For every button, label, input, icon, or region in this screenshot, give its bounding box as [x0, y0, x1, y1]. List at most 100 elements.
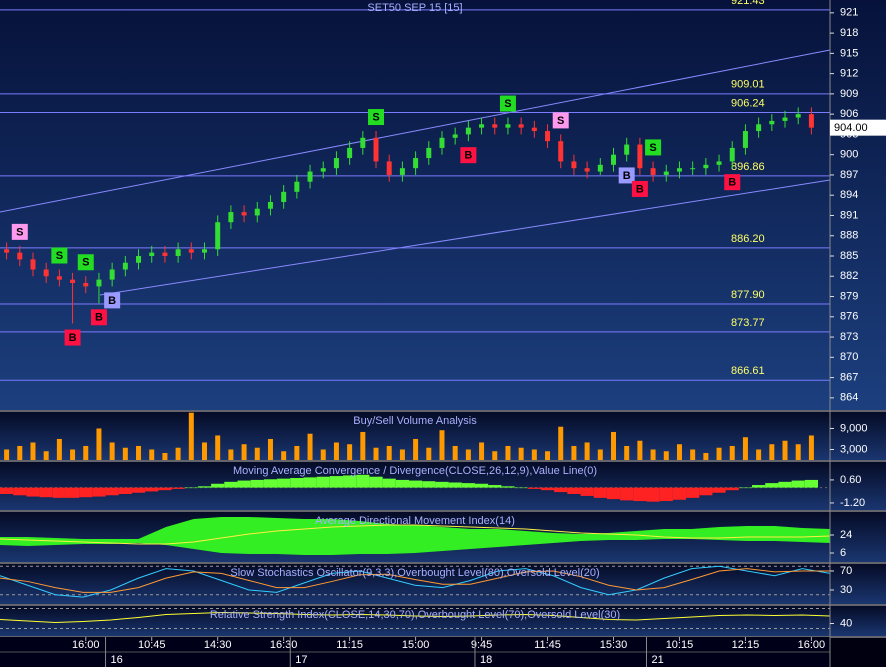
indicator-line: [0, 565, 831, 598]
macd-bar: [461, 483, 475, 488]
x-tick-label: 11:45: [534, 639, 561, 651]
volume-bar: [254, 447, 260, 460]
chart-title: SET50 SEP 15 [15]: [367, 2, 462, 14]
volume-bar: [518, 447, 524, 460]
volume-bar: [624, 445, 630, 460]
level-label: 877.90: [731, 289, 765, 301]
candle-body: [241, 212, 247, 216]
candle-body: [30, 259, 36, 270]
y-tick-label: 40: [840, 617, 852, 629]
y-tick-label: 921: [840, 7, 858, 19]
volume-bar: [109, 442, 115, 460]
volume-bar: [505, 445, 511, 460]
candle-body: [452, 134, 458, 138]
macd-bar: [778, 481, 792, 488]
macd-bar: [13, 487, 27, 496]
candle-body: [690, 168, 696, 170]
volume-bar: [162, 452, 168, 460]
signal-label: B: [636, 183, 644, 195]
y-tick-label: 3,000: [840, 443, 868, 455]
macd-bar: [765, 483, 779, 488]
signal-marker: [460, 147, 477, 164]
volume-bar: [175, 447, 181, 460]
volume-bar: [373, 447, 379, 460]
volume-bar: [188, 412, 194, 460]
candle-body: [347, 147, 353, 159]
candle-body: [703, 164, 709, 169]
macd-bar: [752, 485, 766, 488]
volume-bar: [769, 444, 775, 460]
macd-bar: [224, 481, 238, 488]
candle-body: [333, 158, 339, 169]
y-tick-label: -1.20: [840, 497, 865, 509]
macd-bar: [145, 487, 159, 492]
volume-bar: [307, 433, 313, 460]
volume-bar: [571, 445, 577, 460]
panel-title: Relative Strength Index(CLOSE,14,30,70),…: [210, 609, 620, 621]
y-tick-label: 906: [840, 108, 858, 120]
signal-marker: [645, 139, 662, 156]
candle-body: [254, 208, 260, 216]
volume-bar: [782, 440, 788, 460]
y-tick-label: 897: [840, 169, 858, 181]
macd-bar: [184, 487, 198, 489]
volume-bar: [637, 440, 643, 460]
y-tick-label: 867: [840, 371, 858, 383]
axes: 9219189159129099069039008978948918888858…: [72, 2, 886, 667]
y-tick-label: 24: [840, 529, 852, 541]
signal-marker: [64, 329, 81, 346]
macd-bar: [699, 487, 713, 496]
signal-label: S: [82, 257, 89, 269]
volume-bar: [452, 445, 458, 460]
macd-bar: [738, 487, 753, 489]
macd-bar: [105, 487, 119, 496]
volume-bar: [703, 452, 709, 460]
candle-body: [782, 117, 788, 121]
candle-body: [294, 181, 300, 192]
signal-label: B: [95, 312, 103, 324]
candle-body: [597, 164, 603, 172]
signal-marker: [77, 254, 94, 271]
macd-bar: [686, 487, 700, 498]
volume-bar: [558, 426, 564, 460]
signal-marker: [51, 247, 68, 264]
candle-body: [808, 114, 814, 128]
last-price-tag: [830, 119, 886, 136]
candle-body: [386, 161, 392, 175]
macd-bar: [672, 487, 687, 500]
macd-bar: [409, 480, 423, 488]
volume-bar: [426, 447, 432, 460]
candle-body: [267, 201, 273, 209]
macd-bar: [791, 480, 805, 488]
macd-bar: [303, 477, 317, 488]
signal-marker: [90, 309, 107, 326]
volume-bar: [611, 431, 616, 460]
volume-bar: [70, 449, 76, 460]
volume-bar: [241, 444, 247, 460]
candle-body: [795, 114, 801, 118]
volume-bar: [122, 447, 128, 460]
candle-body: [756, 124, 762, 132]
candle-body: [479, 124, 485, 128]
panel-title: Moving Average Convergence / Divergence(…: [233, 465, 597, 477]
signal-marker: [618, 167, 635, 184]
candle-body: [611, 154, 616, 165]
panel-background: [0, 606, 886, 636]
y-tick-label: 900: [840, 149, 858, 161]
macd-bar: [620, 487, 634, 501]
signal-label: B: [464, 150, 472, 162]
volume-bar: [676, 444, 682, 460]
candle-body: [505, 124, 511, 128]
volume-bar: [531, 449, 537, 460]
signal-label: B: [69, 332, 77, 344]
adx-line: [0, 524, 831, 545]
volume-bar: [479, 442, 485, 460]
volume-bar: [202, 442, 207, 460]
x-tick-label: 16:00: [798, 639, 826, 651]
panel-title: Average Directional Movement Index(14): [315, 515, 515, 527]
y-tick-label: 873: [840, 331, 858, 343]
x-tick-label: 16:30: [270, 639, 298, 651]
signal-marker: [368, 109, 385, 126]
candle-body: [83, 283, 89, 287]
